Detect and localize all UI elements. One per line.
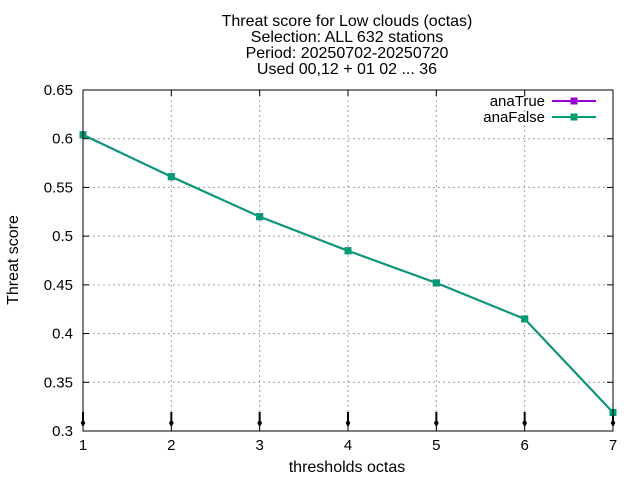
x-axis-label: thresholds octas [289, 459, 406, 476]
x-threshold-dot [345, 420, 351, 426]
x-tick-label: 5 [432, 437, 440, 454]
y-tick-label: 0.5 [52, 228, 73, 245]
plot-frame [82, 89, 614, 432]
series-anaFalse [79, 131, 617, 416]
y-tick-label: 0.65 [44, 82, 73, 99]
y-tick-label: 0.45 [44, 277, 73, 294]
legend-label-anaFalse: anaFalse [483, 109, 545, 126]
y-tick-label: 0.3 [52, 423, 73, 440]
x-tick-label: 4 [344, 437, 352, 454]
legend-label-anaTrue: anaTrue [490, 93, 545, 110]
data-point [256, 213, 264, 221]
x-threshold-dot [169, 420, 174, 426]
x-tick-label: 2 [167, 437, 175, 454]
grid-lines [82, 89, 614, 432]
title-line-1: Threat score for Low clouds (octas) [222, 13, 473, 30]
title-line-3: Period: 20250702-20250720 [246, 45, 449, 62]
series-group [79, 131, 617, 416]
x-tick-label: 3 [255, 437, 263, 454]
data-point [432, 279, 440, 287]
x-threshold-dot [522, 420, 527, 426]
title-line-2: Selection: ALL 632 stations [251, 29, 443, 46]
title-line-4: Used 00,12 + 01 02 ... 36 [257, 61, 437, 78]
y-tick-label: 0.6 [52, 131, 73, 148]
x-tick-label: 1 [79, 437, 87, 454]
data-point [344, 247, 352, 255]
y-axis-label: Threat score [5, 215, 22, 305]
x-threshold-dot [434, 420, 439, 426]
legend-marker-anaTrue [570, 97, 578, 105]
legend-marker-anaFalse [570, 113, 578, 121]
data-point [521, 315, 529, 323]
x-tick-label: 6 [520, 437, 528, 454]
y-tick-label: 0.4 [52, 326, 73, 343]
tick-labels: 0.3 0.35 0.4 0.45 0.5 0.55 0.6 0.65 1 2 3 4 5 6 7 [44, 82, 617, 454]
y-tick-label: 0.55 [44, 179, 73, 196]
x-tick-label: 7 [609, 437, 617, 454]
x-threshold-dot [257, 420, 262, 426]
y-tick-label: 0.35 [44, 374, 73, 391]
x-tick-markers [80, 412, 616, 426]
data-point [167, 173, 175, 181]
series-anaTrue [79, 131, 617, 416]
chart-title: Threat score for Low clouds (octas) Sele… [222, 13, 473, 78]
